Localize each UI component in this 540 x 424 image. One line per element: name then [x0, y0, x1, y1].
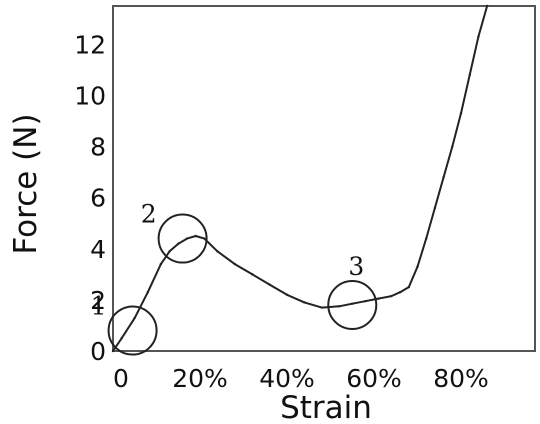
annotation-circle — [109, 307, 157, 355]
y-tick-label: 12 — [74, 30, 106, 59]
annotation-circle — [328, 281, 376, 329]
data-point — [216, 250, 218, 252]
y-tick-label: 4 — [90, 235, 106, 264]
series-layer — [112, 5, 489, 352]
annotation-circle — [159, 215, 207, 263]
annotation-layer: 1 2 3 — [91, 200, 377, 355]
data-point — [460, 112, 462, 114]
x-tick-label: 0 — [113, 364, 129, 393]
data-point — [416, 265, 418, 267]
data-point — [486, 5, 488, 7]
data-point — [303, 301, 305, 303]
x-axis-title: Strain — [280, 390, 372, 424]
x-tick-label: 20% — [172, 364, 228, 393]
y-tick-label: 8 — [90, 133, 106, 162]
data-point — [321, 306, 323, 308]
data-point — [160, 263, 162, 265]
data-point — [121, 337, 123, 339]
y-tick-label: 0 — [90, 337, 106, 366]
x-tick-labels: 0 20% 40% 60% 80% — [113, 364, 489, 393]
y-tick-label: 6 — [90, 184, 106, 213]
data-point — [399, 291, 401, 293]
y-tick-label: 10 — [74, 81, 106, 110]
annotation-label: 3 — [348, 252, 364, 281]
data-point — [469, 74, 471, 76]
data-point — [194, 235, 196, 237]
data-point — [434, 207, 436, 209]
data-point — [351, 303, 353, 305]
data-point — [268, 283, 270, 285]
data-point — [186, 237, 188, 239]
data-point — [390, 295, 392, 297]
data-point — [442, 176, 444, 178]
data-point — [425, 237, 427, 239]
annotation-label: 2 — [141, 200, 157, 229]
data-point — [286, 294, 288, 296]
data-point — [203, 237, 205, 239]
x-tick-label: 60% — [346, 364, 402, 393]
data-point — [408, 286, 410, 288]
plot-frame — [113, 6, 535, 351]
data-point — [364, 300, 366, 302]
data-point — [377, 297, 379, 299]
data-point — [147, 291, 149, 293]
data-point — [168, 250, 170, 252]
x-tick-label: 40% — [259, 364, 315, 393]
data-point — [338, 305, 340, 307]
data-point — [234, 263, 236, 265]
data-point — [177, 242, 179, 244]
y-axis-title: Force (N) — [8, 113, 44, 254]
series-line — [113, 6, 487, 351]
data-point — [477, 35, 479, 37]
annotation-label: 1 — [91, 292, 107, 321]
data-point — [451, 145, 453, 147]
x-tick-label: 80% — [433, 364, 489, 393]
data-point — [251, 273, 253, 275]
data-point — [112, 350, 114, 352]
data-point — [134, 317, 136, 319]
